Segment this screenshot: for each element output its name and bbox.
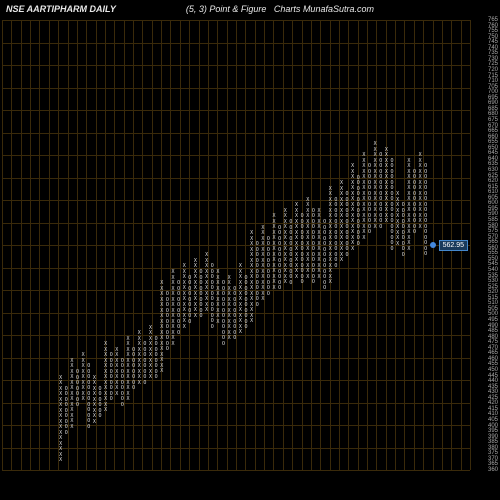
pf-column: X X X X X X X X X X	[395, 192, 400, 242]
price-marker	[430, 242, 436, 248]
pf-column: X X X X X X X X X X X X X X	[260, 226, 265, 298]
pf-column: O O O O O O O O O	[199, 270, 204, 314]
pf-column: X X X X X X X X X X X X	[227, 276, 232, 337]
chart-area: X X X X X X X X X X X X X X X X O O O O …	[2, 20, 470, 470]
pf-column: O O O O O O O O O O O O O O O O O	[390, 159, 395, 248]
pf-column: X X X X X X X X X X X X X X X X	[373, 142, 378, 225]
pf-column: O O O O O O O O O O O O O	[367, 164, 372, 231]
pf-column: X X X X X X X X X	[81, 353, 86, 397]
pf-column: O O O O O O O O O O O O O O	[378, 153, 383, 225]
pf-column: O O O O O O O O O O O O O	[322, 220, 327, 287]
pf-column: X X X X X X X X X X X X X X X	[305, 198, 310, 276]
pf-column: X X X X X X X X X X X X X X X X	[350, 164, 355, 247]
pf-column: O O O O O O O O O O O O	[86, 364, 91, 425]
pf-column: X X X X X X X X X X X X X X X X	[58, 376, 63, 459]
pf-column: O O O O O O O O O O O O	[345, 192, 350, 253]
pf-column: O O O O O O O O	[154, 337, 159, 376]
grid-line-h	[2, 470, 470, 471]
pf-column: X X X X X X X X X X X X X	[103, 342, 108, 409]
pf-column: X X X X X X X X X X X X X X X X X	[406, 159, 411, 248]
pf-column: O O O O O O O	[75, 370, 80, 403]
pf-column: X X X X X X X X X X X X X X	[283, 209, 288, 281]
pf-column: X X X X X X X X X X X X X	[316, 209, 321, 276]
pf-column: X X X X X X X X X X	[137, 331, 142, 381]
pf-column: O O O O O O O O O O	[176, 281, 181, 331]
pf-column: X X X X X X X X X X X X X X X X X	[249, 231, 254, 320]
pf-column: X X X X X X X X X X X X X X	[272, 214, 277, 286]
pf-column: O O O O O O O O O O	[401, 203, 406, 253]
pf-column: O O O O O O O O O O O	[266, 237, 271, 293]
pf-column: X X X X X X X X X X	[148, 326, 153, 376]
pf-column: X X X X X X X X X X X X X X	[384, 148, 389, 220]
pf-column: X X X X X X X X X X X X X	[69, 359, 74, 426]
y-axis: 7657607557507457407357307257207157107057…	[472, 20, 498, 470]
pf-column: O O O O O O O O O O O O	[412, 170, 417, 231]
pf-column: X X X X X X X X X X X X X X	[170, 270, 175, 342]
pf-column: O O O O O O O O O	[187, 276, 192, 320]
pf-column: X X X X X X X X X	[114, 348, 119, 392]
pf-column: X X X X X X X X X X X X X X X	[339, 181, 344, 259]
pf-column: O O O O O O O O O O O O	[221, 281, 226, 342]
pf-column: O O O O O O O O O O O	[165, 292, 170, 348]
pf-column: O O O O O O O O O O O O	[288, 220, 293, 281]
pf-column: O O O O O O O O O O O O	[255, 242, 260, 303]
pf-column: X X X X X X X X X X X X X X X X	[361, 153, 366, 236]
pf-column: O O O O O O O O O O O O O	[333, 198, 338, 265]
pf-column: O O O O O O O O O	[64, 387, 69, 431]
pf-column: X X X X X X X X X X	[215, 270, 220, 320]
pf-column: X X X X X X X X X	[92, 376, 97, 420]
pf-column: X X X X X X X X X X X X X X	[418, 153, 423, 225]
pf-column: X X X X X X X X X X X X	[182, 264, 187, 325]
pf-column: X X X X X X X X X X X X X X X X X	[159, 281, 164, 370]
pf-column: O O O O O O O O O O O O O	[300, 214, 305, 281]
pf-column: X X X X X X X X X X X X X X	[294, 203, 299, 275]
pf-column: O O O O O O O O	[142, 342, 147, 381]
current-price-tag: 562.95	[439, 240, 468, 251]
params-label: (5, 3) Point & Figure Charts MunafaSutra…	[186, 4, 374, 18]
pf-column: O O O O O O O O O O O O O	[356, 176, 361, 243]
pf-column: O O O O O O O O O O O O O O O O O	[423, 164, 428, 253]
pf-column: X X X X X X X X X X X X	[126, 337, 131, 398]
chart-header: NSE AARTIPHARM DAILY (5, 3) Point & Figu…	[6, 4, 494, 18]
pf-column: X X X X X X X X X X X X X	[238, 264, 243, 331]
pf-column: O O O O O O O O O	[120, 359, 125, 403]
pf-column: X X X X X X X X X X X	[193, 259, 198, 315]
pf-column: O O O O O O O O O O	[232, 287, 237, 337]
pf-column: X X X X X X X X X X X X X X X X X X	[328, 187, 333, 281]
grid-line-v	[470, 20, 471, 470]
ticker-label: NSE AARTIPHARM DAILY	[6, 4, 116, 18]
pf-column: O O O O O O O O O O O O O O	[311, 209, 316, 281]
pf-column: O O O O O O O O O O O O	[277, 226, 282, 287]
pf-column: O O O O O O O O O	[109, 353, 114, 397]
pf-column: O O O O O O O O O O O O	[210, 264, 215, 325]
pf-column: O O O O O O	[97, 387, 102, 415]
pf-column: O O O O O O O O	[131, 348, 136, 387]
pf-column: O O O O O O O O O O	[243, 276, 248, 326]
pf-columns: X X X X X X X X X X X X X X X X O O O O …	[2, 20, 470, 470]
pf-column: X X X X X X X X X X X	[204, 253, 209, 309]
y-axis-label: 360	[488, 467, 498, 473]
